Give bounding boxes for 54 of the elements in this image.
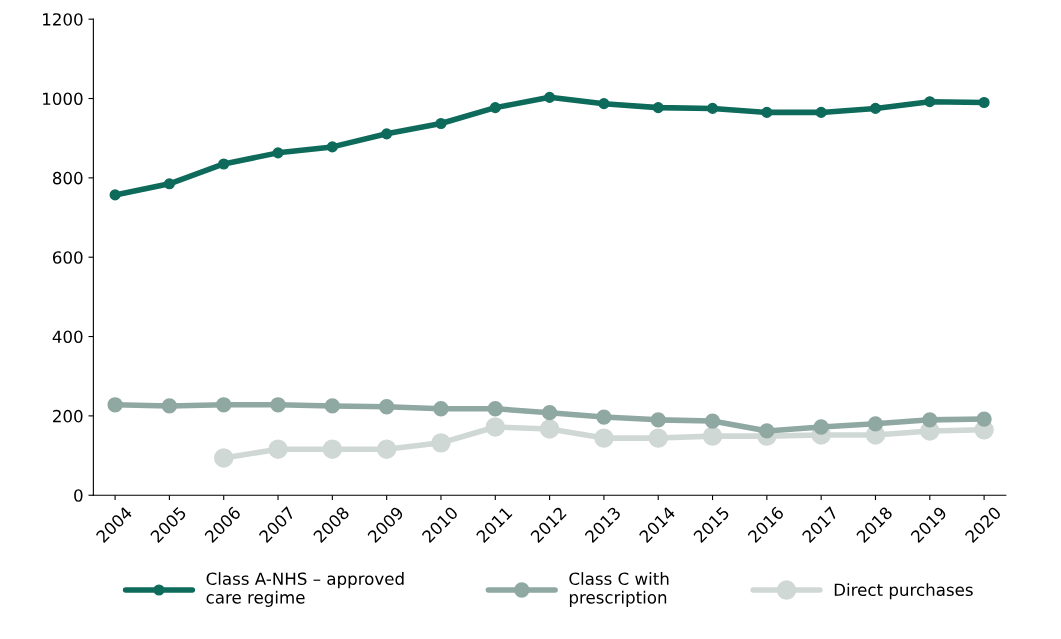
point: [324, 398, 340, 414]
point: [163, 178, 175, 190]
point: [648, 428, 668, 448]
point: [435, 117, 447, 130]
point: [922, 412, 938, 428]
point: [759, 423, 775, 439]
legend-label: Class A-NHS – approved care regime: [206, 572, 404, 607]
point: [381, 128, 393, 140]
point: [761, 106, 773, 118]
point: [706, 102, 719, 114]
point: [704, 413, 721, 429]
legend-label: Class C with prescription: [569, 572, 669, 607]
point: [544, 91, 556, 103]
point: [539, 419, 560, 439]
y-tick-label: 0: [74, 489, 83, 502]
point: [431, 433, 451, 453]
point: [598, 98, 610, 110]
point: [487, 401, 503, 417]
point: [270, 397, 286, 413]
point: [978, 96, 990, 109]
point: [322, 439, 343, 459]
point: [268, 439, 288, 459]
point: [650, 412, 666, 428]
point: [867, 416, 884, 432]
point: [924, 96, 936, 108]
point: [596, 409, 612, 425]
point: [869, 102, 882, 114]
point: [213, 448, 234, 468]
legend-label: Direct purchases: [834, 583, 973, 600]
point: [379, 399, 395, 415]
point: [652, 102, 664, 114]
y-tick-label: 600: [53, 251, 83, 264]
point: [815, 106, 827, 118]
point: [218, 158, 230, 170]
point: [489, 102, 501, 114]
point: [541, 405, 558, 421]
point: [594, 428, 614, 448]
point: [813, 419, 829, 435]
point: [272, 147, 284, 159]
point: [109, 189, 121, 201]
point: [216, 397, 232, 413]
point: [326, 141, 338, 153]
y-tick-label: 1000: [43, 92, 83, 106]
point: [433, 401, 449, 417]
point: [702, 426, 723, 446]
point: [376, 439, 397, 459]
y-tick-label: 800: [52, 171, 83, 185]
y-tick-label: 1200: [43, 13, 83, 26]
point: [485, 417, 506, 437]
point: [161, 398, 178, 414]
y-tick-label: 200: [53, 409, 83, 423]
y-tick-label: 400: [52, 330, 83, 344]
point: [976, 411, 992, 427]
point: [107, 397, 123, 413]
